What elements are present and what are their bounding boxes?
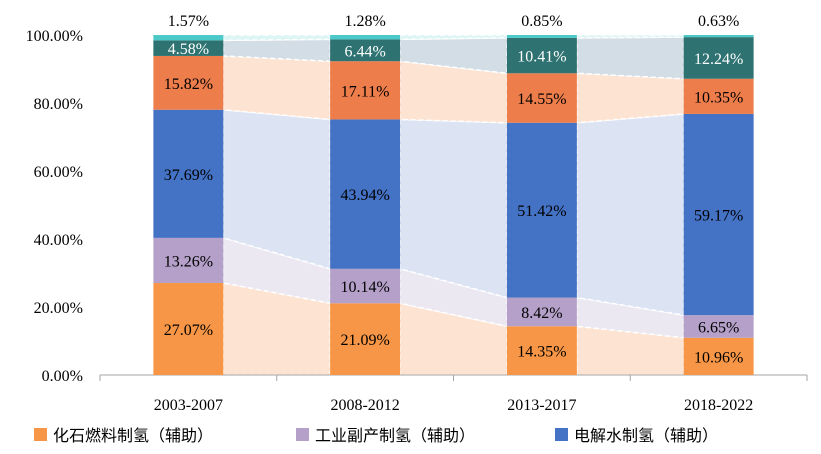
legend-label: 工业副产制氢（辅助）	[315, 426, 475, 445]
legend-swatch	[296, 428, 309, 441]
bar-segment	[683, 113, 754, 316]
bar-segment	[330, 303, 401, 375]
y-tick-label: 80.00%	[34, 96, 83, 113]
data-label: 14.35%	[517, 344, 566, 361]
bar-segment	[330, 119, 401, 269]
y-tick-label: 100.00%	[26, 28, 83, 45]
connector-band	[576, 36, 685, 80]
connector-band	[576, 113, 685, 317]
data-label: 0.63%	[698, 13, 739, 30]
bar-segment	[153, 55, 224, 110]
bar-segment	[330, 61, 401, 120]
data-label: 17.11%	[341, 83, 390, 100]
bar-segment	[506, 326, 577, 375]
data-label: 6.44%	[344, 43, 385, 60]
data-label: 10.14%	[340, 279, 389, 296]
category-label: 2008-2012	[330, 397, 399, 414]
legend-item: 化石燃料制氢（辅助）	[34, 426, 213, 445]
bar-stack: 14.35% 8.42% 51.42% 14.55% 10.41% 0.85%	[506, 13, 577, 375]
data-label: 15.82%	[164, 76, 213, 93]
category-label: 2013-2017	[507, 397, 576, 414]
bar-segment	[330, 268, 401, 304]
data-label: 14.55%	[517, 91, 566, 108]
bar-segment	[683, 37, 754, 79]
bar-segment	[330, 35, 401, 40]
bar-segment	[506, 35, 577, 38]
data-label: 1.28%	[344, 13, 385, 30]
bar-segment	[506, 122, 577, 298]
bar-segment	[506, 297, 577, 327]
y-tick-label: 40.00%	[34, 232, 83, 249]
data-label: 10.35%	[694, 89, 743, 106]
bar-segment	[683, 337, 754, 375]
bar-segment	[683, 315, 754, 338]
bar-segment	[683, 35, 754, 38]
bar-segment	[153, 237, 224, 283]
legend-item: 工业副产制氢（辅助）	[296, 426, 475, 445]
bar-segment	[153, 35, 224, 41]
connector-bands	[222, 34, 685, 376]
category-label: 2003-2007	[154, 397, 223, 414]
bar-segment	[683, 78, 754, 114]
y-tick-label: 60.00%	[34, 164, 83, 181]
bar-segment	[506, 37, 577, 74]
data-label: 1.57%	[168, 13, 209, 30]
data-label: 21.09%	[340, 332, 389, 349]
bar-segment	[506, 73, 577, 123]
connector-band	[576, 34, 685, 39]
legend: 化石燃料制氢（辅助） 工业副产制氢（辅助） 电解水制氢（辅助）	[34, 426, 718, 445]
data-label: 51.42%	[517, 203, 566, 220]
legend-item: 电解水制氢（辅助）	[555, 426, 718, 445]
data-label: 0.85%	[521, 13, 562, 30]
data-label: 6.65%	[698, 319, 739, 336]
bars: 27.07% 13.26% 37.69% 15.82% 4.58% 1.57% 21.09%…	[153, 13, 754, 375]
data-label: 13.26%	[164, 253, 213, 270]
data-label: 10.41%	[517, 49, 566, 66]
legend-label: 化石燃料制氢（辅助）	[53, 426, 213, 445]
connector-band	[399, 118, 508, 299]
bar-segment	[153, 40, 224, 56]
data-label: 59.17%	[694, 208, 743, 225]
y-tick-label: 20.00%	[34, 300, 83, 317]
connector-band	[222, 55, 331, 121]
data-label: 37.69%	[164, 167, 213, 184]
bar-segment	[153, 109, 224, 238]
bar-stack: 10.96% 6.65% 59.17% 10.35% 12.24% 0.63%	[683, 13, 754, 375]
bar-stack: 21.09% 10.14% 43.94% 17.11% 6.44% 1.28%	[330, 13, 401, 375]
data-label: 27.07%	[164, 322, 213, 339]
legend-label: 电解水制氢（辅助）	[574, 426, 718, 445]
legend-swatch	[34, 428, 47, 441]
data-label: 4.58%	[168, 41, 209, 58]
bar-segment	[153, 282, 224, 375]
category-label: 2018-2022	[684, 397, 753, 414]
data-label: 10.96%	[694, 349, 743, 366]
legend-swatch	[555, 428, 568, 441]
bar-segment	[330, 39, 401, 62]
data-label: 12.24%	[694, 51, 743, 68]
bar-stack: 27.07% 13.26% 37.69% 15.82% 4.58% 1.57%	[153, 13, 224, 375]
y-tick-label: 0.00%	[42, 368, 83, 385]
data-label: 43.94%	[340, 187, 389, 204]
data-label: 8.42%	[521, 305, 562, 322]
